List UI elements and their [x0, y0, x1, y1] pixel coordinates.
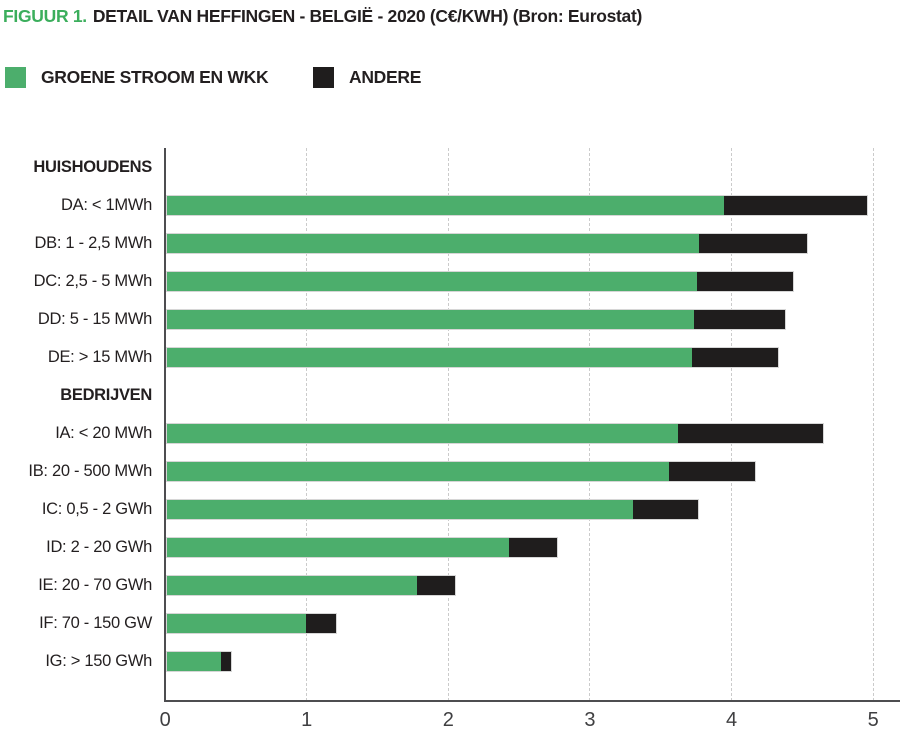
bar-segment-groene-stroom: [166, 575, 417, 595]
x-tick-label-4: 4: [725, 709, 737, 731]
bar-row-dd: [165, 308, 786, 330]
chart-title: FIGUUR 1. DETAIL VAN HEFFINGEN - BELGIË -…: [3, 6, 642, 27]
x-tick-label-1: 1: [301, 709, 312, 731]
bar-row-ig: [165, 650, 233, 672]
gridline-x-5: [872, 148, 874, 701]
bar-segment-andere: [691, 347, 778, 367]
legend-item-andere: ANDERE: [313, 66, 421, 88]
bar-segment-groene-stroom: [166, 233, 699, 253]
y-axis-line: [163, 148, 166, 701]
bar-segment-andere: [698, 233, 808, 253]
bar-segment-groene-stroom: [166, 271, 698, 291]
bar-row-db: [165, 232, 809, 254]
chart-title-prefix: FIGUUR 1.: [3, 6, 87, 26]
bar-segment-andere: [633, 499, 699, 519]
bar-segment-groene-stroom: [166, 347, 692, 367]
bar-segment-andere: [724, 195, 867, 215]
bar-segment-andere: [221, 651, 232, 671]
x-tick-label-2: 2: [442, 709, 454, 731]
bar-segment-groene-stroom: [166, 537, 509, 557]
x-tick-label-0: 0: [159, 709, 171, 731]
row-label-id: ID: 2 - 20 GWh: [46, 538, 152, 556]
row-label-ic: IC: 0,5 - 2 GWh: [41, 500, 152, 518]
bar-segment-andere: [677, 423, 823, 443]
chart-title-text: DETAIL VAN HEFFINGEN - BELGIË - 2020 (C€…: [92, 6, 643, 26]
row-label-ig: IG: > 150 GWh: [45, 652, 152, 670]
row-label-de: DE: > 15 MWh: [47, 348, 152, 366]
section-header-bedrijven: BEDRIJVEN: [60, 386, 152, 404]
row-label-dd: DD: 5 - 15 MWh: [37, 310, 152, 328]
x-tick-label-5: 5: [867, 709, 879, 731]
bar-row-dc: [165, 270, 795, 292]
bar-row-ib: [165, 460, 756, 482]
x-tick-label-3: 3: [584, 709, 596, 731]
bar-segment-groene-stroom: [166, 195, 725, 215]
legend-label: ANDERE: [349, 66, 422, 87]
bar-row-ic: [165, 498, 700, 520]
row-label-if: IF: 70 - 150 GW: [39, 614, 152, 632]
legend-swatch-black: [313, 66, 334, 88]
bar-segment-groene-stroom: [166, 461, 669, 481]
bar-segment-andere: [416, 575, 455, 595]
bar-row-da: [165, 194, 868, 216]
row-label-db: DB: 1 - 2,5 MWh: [34, 234, 153, 252]
legend-swatch-green: [5, 66, 26, 88]
bar-segment-andere: [508, 537, 557, 557]
bar-segment-andere: [306, 613, 336, 633]
legend-label: GROENE STROOM EN WKK: [41, 66, 269, 87]
row-label-ie: IE: 20 - 70 GWh: [38, 576, 152, 594]
row-label-ia: IA: < 20 MWh: [55, 424, 152, 442]
legend-item-groene-stroom: GROENE STROOM EN WKK: [5, 66, 269, 88]
section-header-huishoudens: HUISHOUDENS: [33, 158, 152, 176]
bar-segment-andere: [694, 309, 785, 329]
bar-segment-groene-stroom: [166, 423, 678, 443]
row-label-ib: IB: 20 - 500 MWh: [28, 462, 152, 480]
bar-segment-groene-stroom: [166, 613, 307, 633]
bar-segment-groene-stroom: [166, 499, 634, 519]
bar-row-id: [165, 536, 558, 558]
bar-segment-andere: [668, 461, 755, 481]
bar-segment-groene-stroom: [166, 651, 222, 671]
row-label-dc: DC: 2,5 - 5 MWh: [33, 272, 153, 290]
bar-row-ie: [165, 574, 456, 596]
x-axis-line: [163, 699, 900, 702]
row-label-da: DA: < 1MWh: [61, 196, 152, 214]
bar-row-ia: [165, 422, 824, 444]
bar-row-if: [165, 612, 337, 634]
bar-segment-groene-stroom: [166, 309, 695, 329]
bar-row-de: [165, 346, 779, 368]
bar-segment-andere: [697, 271, 794, 291]
